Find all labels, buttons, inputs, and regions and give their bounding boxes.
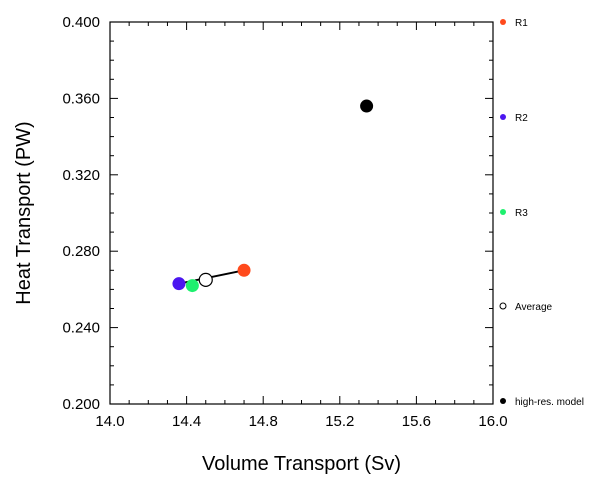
y-axis-tick-labels: 0.200 0.240 0.280 0.320 0.360 0.400 <box>62 14 100 413</box>
x-tick-label: 15.6 <box>402 413 431 430</box>
legend-marker <box>499 302 507 310</box>
plot-area-frame <box>109 21 494 405</box>
legend-marker <box>500 114 506 120</box>
legend-marker <box>500 209 506 215</box>
x-tick-label: 14.8 <box>249 413 278 430</box>
y-tick-label: 0.360 <box>62 90 100 107</box>
point-r3 <box>185 279 199 293</box>
y-tick-label: 0.200 <box>62 396 100 413</box>
y-tick-label: 0.280 <box>62 243 100 260</box>
legend-label: R2 <box>515 113 528 124</box>
y-tick-label: 0.320 <box>62 167 100 184</box>
legend-label: Average <box>515 302 553 313</box>
x-tick-label: 16.0 <box>478 413 507 430</box>
x-axis-major-ticks <box>109 22 494 404</box>
x-axis-title: Volume Transport (Sv) <box>202 453 401 475</box>
legend-label: R1 <box>515 18 528 29</box>
x-tick-label: 14.4 <box>172 413 201 430</box>
point-average <box>198 272 213 287</box>
minor-ticks <box>110 22 493 404</box>
y-tick-label: 0.400 <box>62 14 100 31</box>
point-r2 <box>172 277 186 291</box>
point-r1 <box>237 263 251 277</box>
legend-marker <box>500 19 506 25</box>
x-tick-label: 14.0 <box>95 413 124 430</box>
legend-marker <box>500 398 506 404</box>
y-tick-label: 0.240 <box>62 320 100 337</box>
y-axis-title: Heat Transport (PW) <box>13 121 35 304</box>
x-axis-tick-labels: 14.0 14.4 14.8 15.2 15.6 16.0 <box>95 413 507 430</box>
point-high-res-model <box>360 99 374 113</box>
y-axis-major-ticks <box>110 21 493 405</box>
x-tick-label: 15.2 <box>325 413 354 430</box>
legend: R1 R2 R3 Average high-res. model <box>499 18 584 408</box>
data-points <box>172 99 374 293</box>
legend-label: high-res. model <box>515 397 584 408</box>
legend-label: R3 <box>515 208 528 219</box>
